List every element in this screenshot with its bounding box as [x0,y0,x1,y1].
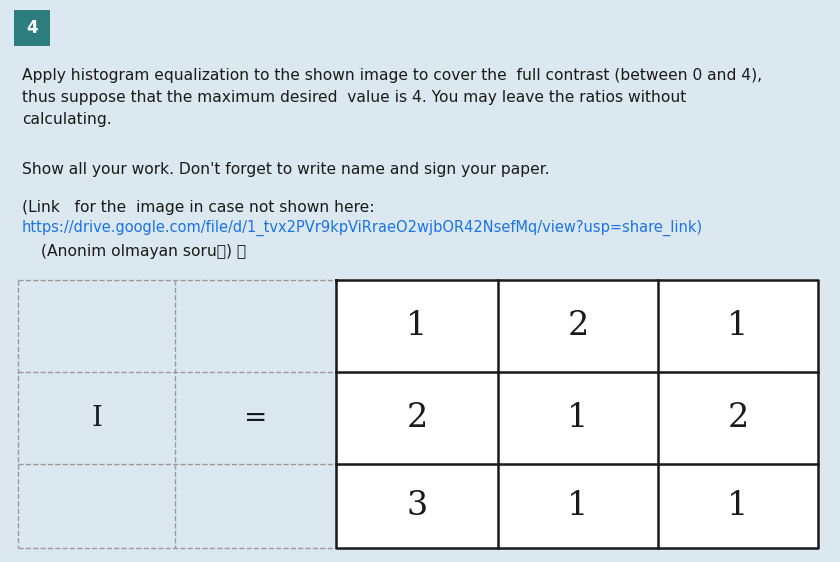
Text: 2: 2 [567,310,589,342]
Text: 1: 1 [727,490,748,522]
Text: 4: 4 [26,19,38,37]
Text: 2: 2 [727,402,748,434]
Text: =: = [244,404,267,432]
Bar [336,280,818,548]
Text: 1: 1 [567,402,589,434]
Text: 1: 1 [407,310,428,342]
Text: 1: 1 [727,310,748,342]
Text: Apply histogram equalization to the shown image to cover the  full contrast (bet: Apply histogram equalization to the show… [22,68,762,83]
Text: I: I [91,405,102,432]
Text: https://drive.google.com/file/d/1_tvx2PVr9kpViRraeO2wjbOR42NsefMq/view?usp=share: https://drive.google.com/file/d/1_tvx2PV… [22,220,703,236]
Text: thus suppose that the maximum desired  value is 4. You may leave the ratios with: thus suppose that the maximum desired va… [22,90,686,105]
Text: calculating.: calculating. [22,112,112,127]
Text: Show all your work. Don't forget to write name and sign your paper.: Show all your work. Don't forget to writ… [22,162,549,177]
Text: 1: 1 [567,490,589,522]
Text: (Anonim olmayan soruⓘ) 📋: (Anonim olmayan soruⓘ) 📋 [36,244,246,259]
Text: 3: 3 [407,490,428,522]
Text: (Link   for the  image in case not shown here:: (Link for the image in case not shown he… [22,200,375,215]
Text: 2: 2 [407,402,428,434]
Bar [14,10,50,46]
